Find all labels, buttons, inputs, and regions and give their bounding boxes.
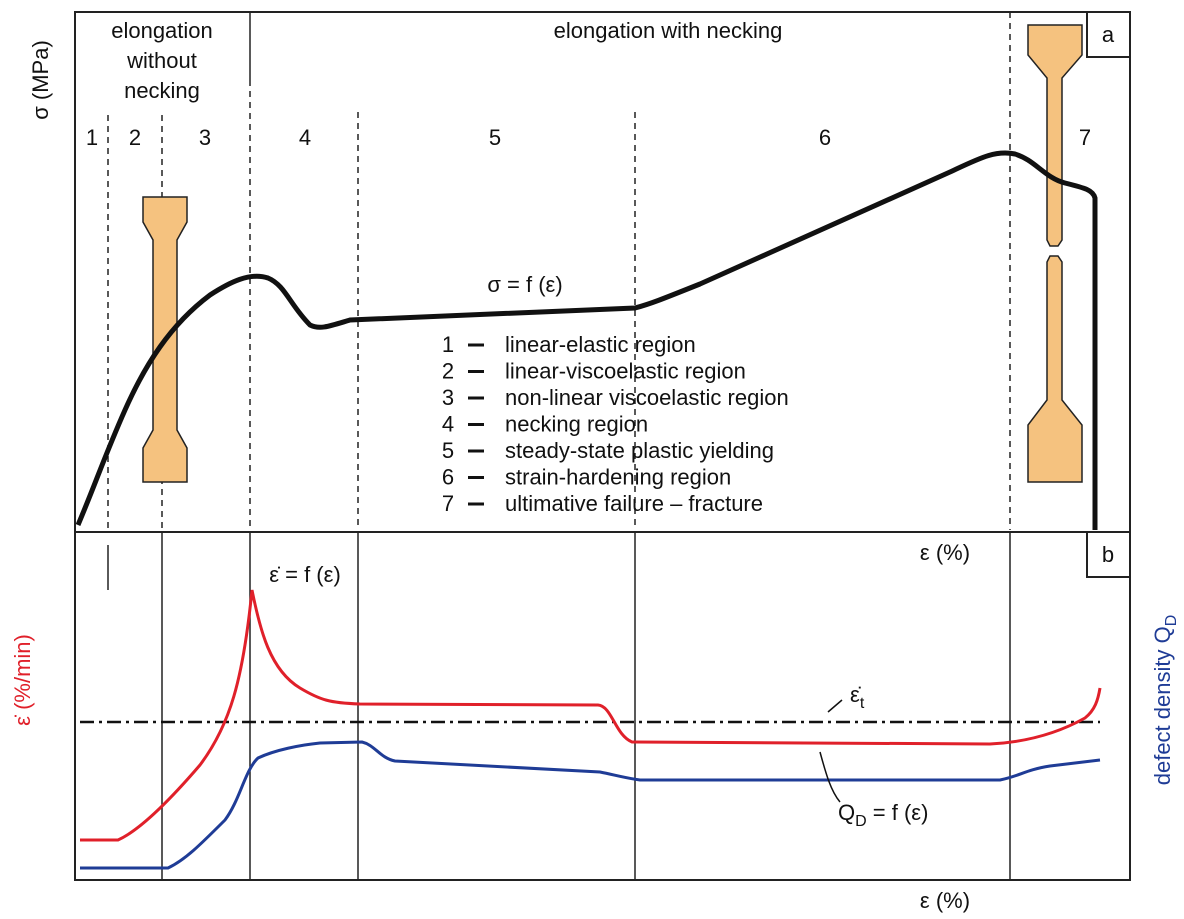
legend-text: linear-elastic region (505, 332, 696, 357)
leader (819, 751, 841, 803)
region-number: 5 (489, 125, 501, 150)
label-text: defect density Q (1150, 626, 1175, 785)
legend-number: 5 (442, 438, 454, 463)
region-number: 1 (86, 125, 98, 150)
legend-text: steady-state plastic yielding (505, 438, 774, 463)
label-subscript: D (855, 813, 867, 830)
header-label: necking (124, 78, 200, 103)
legend-text: linear-viscoelastic region (505, 359, 746, 384)
panel-label: a (1102, 22, 1115, 47)
region-number: 2 (129, 125, 141, 150)
specimen-upper (1027, 24, 1083, 247)
leader (827, 699, 843, 713)
curve-label: σ = f (ε) (487, 272, 562, 297)
header-label: without (126, 48, 197, 73)
y-axis-label: σ (MPa) (28, 40, 53, 120)
legend-number: 6 (442, 465, 454, 490)
legend-number: 4 (442, 412, 454, 437)
legend-text: ultimative failure – fracture (505, 491, 763, 516)
label-text: Q (838, 800, 855, 825)
defect-axis-label: defect density QD (1150, 615, 1180, 786)
legend-number: 2 (442, 359, 454, 384)
specimen-lower (1027, 255, 1083, 483)
rate-axis-label: ε̇ (%/min) (10, 634, 35, 726)
threshold-label: ε̇t (850, 682, 865, 712)
panel-box-a (1086, 11, 1131, 58)
curve-label: ε̇ = f (ε) (269, 562, 341, 587)
region-number: 4 (299, 125, 311, 150)
header-label: elongation (111, 18, 213, 43)
header-label: elongation with necking (554, 18, 783, 43)
stress-curve (75, 150, 1098, 530)
label-text: ε̇ (850, 682, 861, 707)
panel-label: b (1102, 542, 1114, 567)
legend-text: strain-hardening region (505, 465, 731, 490)
label-subscript: D (1163, 615, 1180, 627)
legend-text: necking region (505, 412, 648, 437)
region-number: 7 (1079, 125, 1091, 150)
frame (74, 11, 1131, 881)
label-text: = f (ε) (867, 800, 929, 825)
legend-number: 7 (442, 491, 454, 516)
x-axis-label: ε (%) (920, 540, 970, 565)
region-number: 3 (199, 125, 211, 150)
legend-number: 3 (442, 385, 454, 410)
legend-text: non-linear viscoelastic region (505, 385, 789, 410)
curve-label: QD = f (ε) (838, 800, 928, 830)
defect-density-curve (80, 740, 1101, 870)
panel-box-b (1086, 531, 1131, 578)
region-number: 6 (819, 125, 831, 150)
x-axis-label: ε (%) (920, 888, 970, 913)
label-subscript: t (860, 695, 865, 712)
strain-rate-curve (80, 589, 1102, 842)
legend-number: 1 (442, 332, 454, 357)
